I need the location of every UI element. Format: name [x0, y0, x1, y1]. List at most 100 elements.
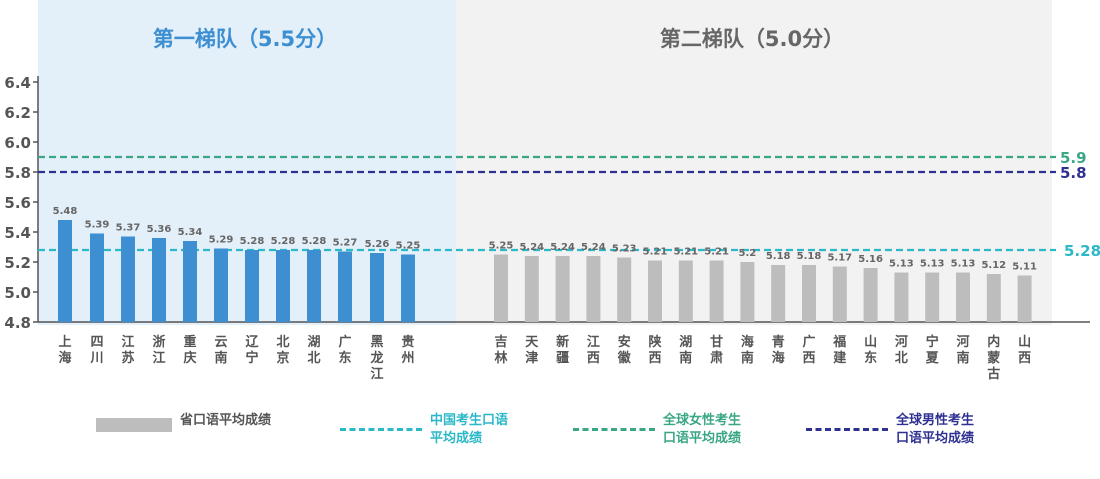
category-label: 河南 [956, 334, 969, 366]
bar-value-label: 5.28 [240, 236, 265, 247]
y-tick-label: 6.0 [4, 134, 31, 152]
category-label: 青海 [772, 334, 785, 366]
y-tick-label: 5.2 [4, 254, 31, 272]
legend-label: 省口语平均成绩 [180, 413, 272, 428]
category-label: 天津 [525, 335, 539, 366]
bar-value-label: 5.29 [209, 235, 234, 246]
bar-value-label: 5.26 [365, 239, 390, 250]
tier-2-label: 第二梯队（5.0分） [660, 27, 844, 51]
legend-dash-swatch [806, 428, 888, 431]
bar-value-label: 5.48 [53, 206, 78, 217]
bar [121, 236, 135, 322]
category-label: 福建 [832, 334, 846, 366]
bar-value-label: 5.17 [827, 253, 852, 264]
category-label: 浙江 [152, 334, 165, 366]
y-tick-label: 5.6 [4, 194, 31, 212]
bar [555, 256, 570, 322]
legend-item-province-average: 省口语平均成绩 [96, 412, 271, 432]
bar-value-label: 5.21 [643, 247, 668, 258]
bar-value-label: 5.24 [581, 242, 606, 253]
bar-value-label: 5.27 [333, 238, 358, 249]
bar [183, 241, 197, 322]
legend-label: 全球男性考生 口语平均成绩 [896, 413, 975, 446]
reference-line-label: 5.9 [1060, 149, 1087, 167]
legend-dash-swatch [573, 428, 655, 431]
bar-value-label: 5.24 [550, 242, 575, 253]
bar-value-label: 5.16 [858, 254, 883, 265]
bar [986, 274, 1001, 322]
bar-value-label: 5.18 [766, 251, 791, 262]
category-label: 安徽 [617, 334, 632, 366]
bar-value-label: 5.13 [951, 259, 976, 270]
bar [307, 250, 321, 322]
category-label: 广西 [802, 334, 815, 366]
bar [152, 238, 166, 322]
bar-value-label: 5.23 [612, 244, 637, 255]
bar-value-label: 5.21 [673, 247, 698, 258]
bar-value-label: 5.28 [271, 236, 296, 247]
category-label: 湖南 [679, 335, 692, 366]
category-label: 北京 [276, 335, 289, 366]
category-label: 河北 [895, 334, 908, 366]
bar-value-label: 5.21 [704, 247, 729, 258]
bar [648, 260, 662, 322]
category-label: 甘肃 [710, 334, 723, 366]
bar [276, 250, 290, 322]
category-label: 海南 [741, 334, 754, 366]
bar-value-label: 5.2 [739, 248, 757, 259]
bar [370, 253, 384, 322]
reference-line-label: 5.28 [1064, 242, 1100, 260]
bar [90, 233, 104, 322]
y-tick-label: 5.0 [4, 284, 31, 302]
bar [740, 262, 755, 322]
category-label: 新疆 [556, 334, 569, 366]
bar [338, 251, 352, 322]
category-label: 山东 [864, 334, 877, 366]
legend-label: 中国考生口语 平均成绩 [430, 413, 509, 446]
bar [58, 220, 72, 322]
bar-value-label: 5.18 [797, 251, 822, 262]
category-label: 江西 [587, 334, 600, 366]
legend: 省口语平均成绩 中国考生口语 平均成绩 全球女性考生 口语平均成绩 全球男性考生… [0, 412, 1100, 472]
category-label: 云南 [214, 335, 227, 366]
category-label: 内蒙古 [987, 334, 1000, 382]
legend-item-global-male: 全球男性考生 口语平均成绩 [806, 412, 974, 448]
bar [494, 254, 508, 322]
category-label: 吉林 [494, 335, 507, 366]
legend-item-china-average: 中国考生口语 平均成绩 [340, 412, 508, 448]
bar-value-label: 5.36 [147, 224, 172, 235]
category-label: 江苏 [121, 334, 134, 366]
category-label: 辽宁 [245, 335, 259, 366]
bars: 5.48 上海 5.39 四川 5.37 江苏 5.36 浙江 5.34 重庆 5.29 云南 5.28… [53, 206, 1037, 382]
bar [678, 260, 693, 322]
category-label: 宁夏 [925, 334, 940, 366]
bar [1017, 275, 1032, 322]
category-label: 贵州 [400, 334, 414, 366]
y-tick-label: 5.8 [4, 164, 31, 182]
bar [802, 265, 816, 322]
bar-value-label: 5.12 [981, 260, 1006, 271]
bar [863, 268, 878, 322]
bar-value-label: 5.13 [920, 259, 945, 270]
category-label: 湖北 [307, 335, 320, 366]
bar [245, 250, 259, 322]
bar [709, 260, 724, 322]
bar [771, 265, 786, 322]
bar-value-label: 5.34 [178, 227, 203, 238]
bar [832, 266, 847, 322]
bar [617, 257, 632, 322]
bar-value-label: 5.39 [85, 220, 110, 231]
legend-label: 全球女性考生 口语平均成绩 [663, 413, 742, 446]
bar [894, 272, 909, 322]
category-label: 黑龙江 [370, 335, 383, 382]
reference-lines: 5.95.8 5.28 [38, 149, 1100, 260]
bar-value-label: 5.37 [116, 223, 141, 234]
category-label: 陕西 [648, 334, 662, 366]
bar-value-label: 5.28 [302, 236, 327, 247]
bar [401, 254, 415, 322]
bar [925, 272, 940, 322]
bar-value-label: 5.25 [489, 241, 514, 252]
reference-line-label: 5.8 [1060, 164, 1087, 182]
y-tick-label: 4.8 [4, 314, 31, 332]
